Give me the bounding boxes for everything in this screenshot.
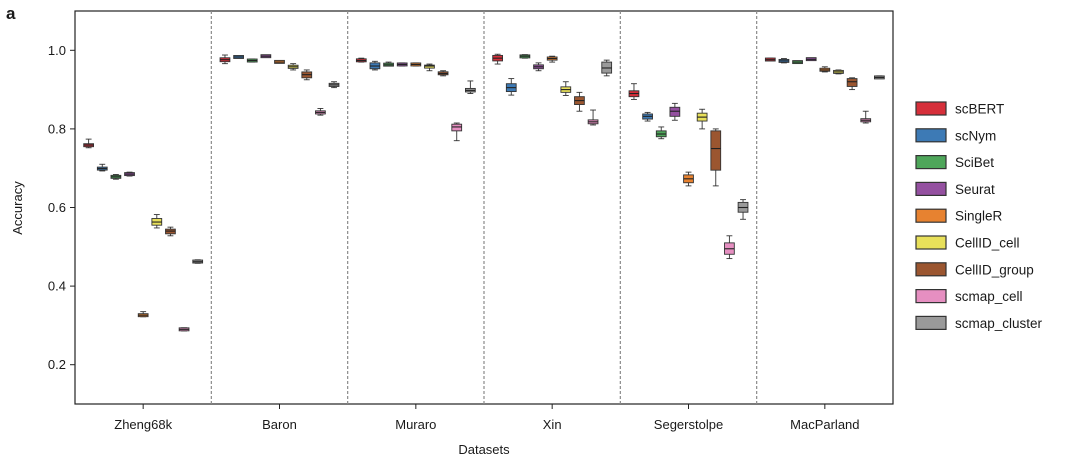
box-singler-segerstolpe (683, 171, 694, 187)
legend-swatch (915, 315, 947, 330)
box-cellid-cell-baron (287, 63, 299, 71)
x-tick-label: Zheng68k (114, 417, 172, 432)
y-axis: 0.2 0.4 0.6 0.8 1.0 (48, 43, 75, 372)
box-scnym-muraro (369, 60, 381, 71)
y-tick-label: 0.2 (48, 357, 66, 372)
legend-label: CellID_cell (955, 236, 1020, 251)
legend-label: SingleR (955, 209, 1003, 224)
x-axis: Zheng68k Baron Muraro Xin Segerstolpe MacParl… (114, 404, 860, 432)
box-body (846, 78, 858, 87)
box-scmap-cell-zheng68k (178, 327, 190, 332)
box-seurat-macparland (805, 57, 817, 62)
legend-swatch (915, 155, 947, 170)
y-axis-label: Accuracy (10, 181, 25, 235)
legend-label: SciBet (955, 155, 994, 170)
legend-swatch (915, 101, 947, 116)
box-cellid-group-segerstolpe (710, 128, 722, 187)
legend-label: scmap_cell (955, 289, 1023, 304)
box-scmap-cell-baron (315, 108, 326, 116)
box-scibet-macparland (792, 60, 803, 65)
box-scmap-cluster-baron (328, 81, 340, 89)
box-scmap-cluster-macparland (874, 75, 885, 80)
box-singler-zheng68k (137, 311, 149, 318)
box-scmap-cluster-xin (601, 59, 613, 77)
box-scmap-cluster-zheng68k (192, 259, 204, 264)
box-cellid-cell-muraro (424, 63, 435, 72)
box-scmap-cluster-segerstolpe (737, 199, 749, 220)
panel-label: a (6, 4, 16, 23)
legend-label: scmap_cluster (955, 316, 1043, 331)
legend-swatch (915, 181, 947, 196)
legend-swatch (915, 235, 947, 250)
box-plots (83, 53, 885, 332)
x-axis-label: Datasets (458, 442, 510, 457)
box-seurat-baron (260, 54, 272, 59)
box-scmap-cell-muraro (451, 122, 463, 142)
box-seurat-zheng68k (124, 171, 135, 177)
box-scbert-baron (219, 54, 231, 65)
box-scibet-muraro (383, 61, 394, 67)
box-cellid-group-macparland (846, 77, 858, 91)
box-seurat-muraro (396, 62, 408, 67)
box-cellid-group-baron (301, 69, 313, 81)
legend-label: scBERT (955, 102, 1004, 117)
y-tick-label: 0.4 (48, 279, 66, 294)
box-singler-baron (274, 59, 285, 64)
x-tick-label: MacParland (790, 417, 859, 432)
box-singler-muraro (410, 62, 422, 67)
box-scnym-xin (505, 78, 517, 96)
legend-label: Seurat (955, 182, 995, 197)
box-scnym-macparland (778, 58, 790, 64)
dataset-separators (210, 11, 758, 404)
y-tick-label: 0.8 (48, 121, 66, 136)
box-cellid-cell-macparland (833, 69, 844, 75)
box-scmap-cell-segerstolpe (724, 235, 735, 260)
box-scbert-macparland (764, 57, 776, 62)
box-cellid-cell-segerstolpe (696, 108, 708, 130)
box-scibet-xin (519, 54, 531, 59)
box-body (424, 64, 435, 69)
box-cellid-group-muraro (437, 70, 449, 77)
box-scnym-segerstolpe (642, 111, 653, 122)
box-body (669, 106, 681, 117)
box-scbert-xin (492, 53, 503, 65)
box-scbert-zheng68k (83, 138, 94, 149)
y-tick-label: 0.6 (48, 200, 66, 215)
box-seurat-xin (533, 62, 544, 72)
box-scbert-segerstolpe (628, 83, 640, 100)
box-scnym-baron (233, 55, 244, 59)
box-scibet-zheng68k (110, 174, 122, 180)
box-singler-xin (546, 55, 558, 63)
box-scbert-muraro (355, 57, 367, 63)
box-scmap-cluster-muraro (465, 80, 476, 94)
box-seurat-segerstolpe (669, 102, 681, 121)
box-singler-macparland (819, 66, 831, 73)
legend-swatch (915, 289, 947, 304)
box-body (451, 123, 463, 132)
box-cellid-group-xin (574, 91, 585, 112)
legend-label: scNym (955, 128, 996, 143)
box-cellid-cell-xin (560, 81, 572, 96)
box-cellid-cell-zheng68k (151, 214, 163, 229)
box-scnym-zheng68k (96, 163, 108, 172)
legend-swatch (915, 208, 947, 223)
box-scmap-cell-macparland (860, 110, 872, 124)
y-tick-label: 1.0 (48, 43, 66, 58)
box-scmap-cell-xin (587, 109, 599, 126)
box-body (710, 130, 722, 171)
x-tick-label: Xin (543, 417, 562, 432)
legend-label: CellID_group (955, 262, 1034, 277)
box-cellid-group-zheng68k (165, 226, 176, 237)
box-scibet-baron (246, 58, 258, 63)
x-tick-label: Segerstolpe (654, 417, 723, 432)
x-tick-label: Baron (262, 417, 297, 432)
legend: scBERT scNym SciBet Seurat SingleR CellID_cel… (915, 101, 1043, 331)
legend-swatch (915, 262, 947, 277)
x-tick-label: Muraro (395, 417, 436, 432)
legend-swatch (915, 128, 947, 143)
box-scibet-segerstolpe (655, 126, 667, 140)
